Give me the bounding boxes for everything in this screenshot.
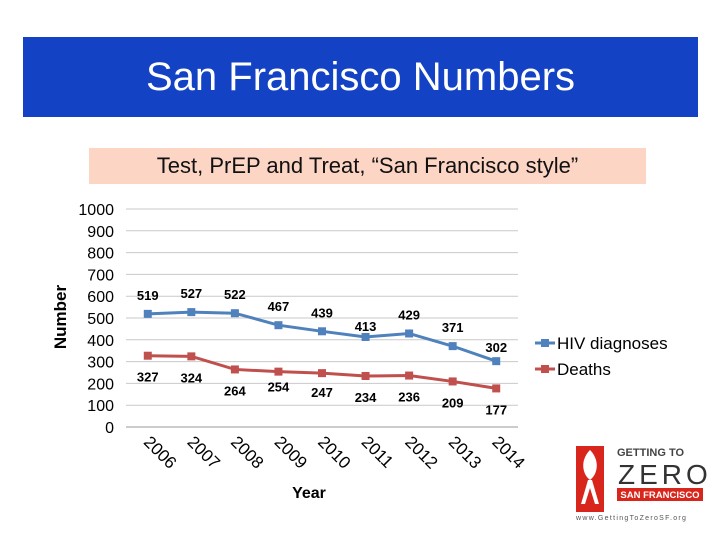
data-label: 371 xyxy=(442,320,464,335)
data-label: 254 xyxy=(268,380,290,395)
x-tick-label: 2014 xyxy=(488,432,528,472)
logo-line3: SAN FRANCISCO xyxy=(620,490,699,501)
y-tick-label: 0 xyxy=(105,420,114,437)
data-label: 439 xyxy=(311,305,333,320)
data-point xyxy=(318,327,326,336)
slide-subtitle: Test, PrEP and Treat, “San Francisco sty… xyxy=(156,153,579,178)
x-axis-label: Year xyxy=(292,485,326,502)
data-label: 429 xyxy=(398,307,420,322)
data-label: 522 xyxy=(224,287,246,302)
data-point xyxy=(448,377,457,386)
y-tick-label: 100 xyxy=(87,398,114,415)
x-tick-label: 2009 xyxy=(271,432,311,472)
legend-label: Deaths xyxy=(557,360,611,379)
logo-band xyxy=(617,488,703,501)
x-tick-label: 2012 xyxy=(401,432,441,472)
data-point xyxy=(448,342,457,351)
data-point xyxy=(492,357,501,366)
series-lines xyxy=(143,308,501,393)
ribbon-icon xyxy=(576,446,604,512)
data-point xyxy=(405,371,414,380)
data-label: 236 xyxy=(398,390,420,405)
x-tick-label: 2007 xyxy=(184,432,224,472)
data-point xyxy=(361,332,370,341)
data-label: 302 xyxy=(485,340,507,355)
data-label: 327 xyxy=(137,370,159,385)
data-point xyxy=(274,321,283,330)
legend-marker-1 xyxy=(541,365,549,373)
slide-title: San Francisco Numbers xyxy=(145,54,576,99)
data-point xyxy=(492,384,501,393)
data-labels: 519 527 522 467 439 413 429 371 302 327 324 264 254 2… xyxy=(137,286,507,417)
y-tick-label: 700 xyxy=(87,267,114,284)
y-tick-label: 1000 xyxy=(78,202,114,219)
chart-grid xyxy=(126,208,518,428)
legend: HIV diagnoses Deaths xyxy=(535,334,668,379)
data-label: 527 xyxy=(180,286,202,301)
x-tick-label: 2010 xyxy=(314,432,354,472)
data-point xyxy=(187,352,196,361)
y-tick-label: 200 xyxy=(87,376,114,393)
logo-line1: GETTING TO xyxy=(617,447,684,459)
data-point xyxy=(274,367,283,376)
getting-to-zero-logo: GETTING TO ZERO SAN FRANCISCO www.Gettin… xyxy=(575,446,712,522)
y-tick-label: 300 xyxy=(87,355,114,372)
y-tick-label: 600 xyxy=(87,289,114,306)
x-tick-label: 2006 xyxy=(140,432,180,472)
y-tick-label: 500 xyxy=(87,311,114,328)
x-tick-label: 2013 xyxy=(445,432,485,472)
x-tick-label: 2008 xyxy=(227,432,267,472)
legend-label: HIV diagnoses xyxy=(557,334,668,353)
data-point xyxy=(143,309,152,318)
y-tick-label: 800 xyxy=(87,246,114,263)
y-tick-label: 400 xyxy=(87,333,114,350)
data-label: 467 xyxy=(268,299,290,314)
y-tick-labels: 0 100 200 300 400 500 600 700 800 900 1000 xyxy=(78,202,114,437)
data-point xyxy=(143,351,152,360)
data-point xyxy=(405,329,414,338)
data-label: 177 xyxy=(485,402,507,417)
data-point xyxy=(230,365,239,374)
x-tick-labels: 2006 2007 2008 2009 2010 2011 2012 2013 2014 xyxy=(140,432,529,472)
title-bar: San Francisco Numbers xyxy=(23,37,698,117)
logo-url: www.GettingToZeroSF.org xyxy=(575,515,687,522)
data-label: 234 xyxy=(355,390,377,405)
data-point xyxy=(187,308,196,317)
data-point xyxy=(230,309,239,318)
data-label: 247 xyxy=(311,385,333,400)
subtitle-box: Test, PrEP and Treat, “San Francisco sty… xyxy=(89,148,646,184)
logo-line2: ZERO xyxy=(618,459,712,490)
data-label: 264 xyxy=(224,383,246,398)
x-tick-label: 2011 xyxy=(358,432,397,471)
data-label: 519 xyxy=(137,288,159,303)
legend-marker-0 xyxy=(541,339,549,347)
data-point xyxy=(318,369,326,378)
y-tick-label: 900 xyxy=(87,224,114,241)
data-label: 324 xyxy=(180,370,202,385)
y-axis-label: Number xyxy=(51,285,70,350)
data-point xyxy=(361,371,370,380)
data-label: 413 xyxy=(355,319,377,334)
data-label: 209 xyxy=(442,395,464,410)
